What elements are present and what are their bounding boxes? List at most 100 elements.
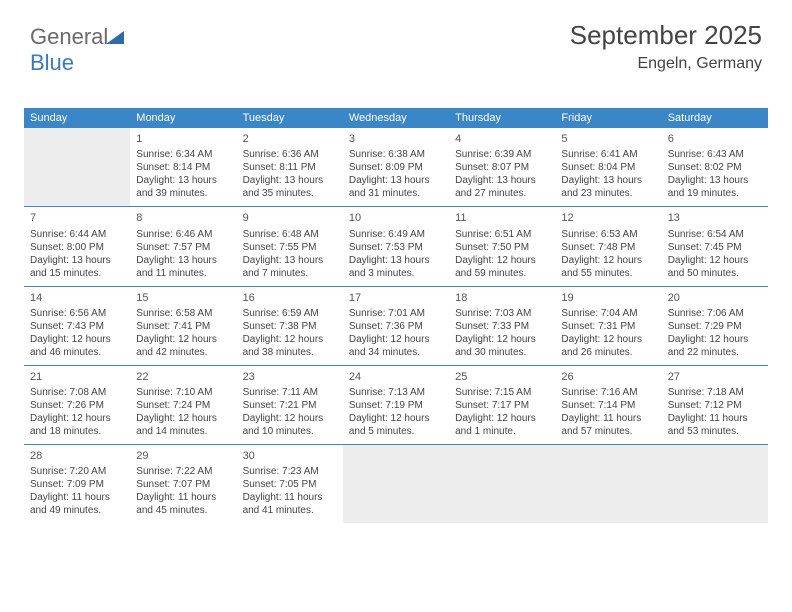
daylight-text: Daylight: 13 hours and 31 minutes. [349,174,443,200]
daylight-text: Daylight: 12 hours and 26 minutes. [561,333,655,359]
dayname: Wednesday [343,108,449,128]
calendar-cell: 23Sunrise: 7:11 AMSunset: 7:21 PMDayligh… [237,366,343,444]
day-number: 8 [136,211,230,225]
week-row: 14Sunrise: 6:56 AMSunset: 7:43 PMDayligh… [24,287,768,365]
daylight-text: Daylight: 12 hours and 50 minutes. [668,254,762,280]
sunrise-text: Sunrise: 7:04 AM [561,307,655,320]
sunrise-text: Sunrise: 6:41 AM [561,148,655,161]
sunrise-text: Sunrise: 7:10 AM [136,386,230,399]
day-number: 30 [243,449,337,463]
calendar-cell: 7Sunrise: 6:44 AMSunset: 8:00 PMDaylight… [24,207,130,285]
day-number: 14 [30,291,124,305]
week-row: 7 Sunrise: 6:44 AMSunset: 8:00 PM Daylight… [24,207,768,285]
week-row: 21Sunrise: 7:08 AMSunset: 7:26 PMDayligh… [24,366,768,444]
calendar-cell: 2Sunrise: 6:36 AMSunset: 8:11 PMDaylight… [237,128,343,206]
sunset-text: Sunset: 7:05 PM [243,478,337,491]
daylight-text: Daylight: 11 hours and 49 minutes. [30,491,124,517]
daylight-text: Daylight: 12 hours and 46 minutes. [30,333,124,359]
month-title: September 2025 [570,20,762,51]
logo-text-1: General [30,24,108,49]
day-number: 27 [668,370,762,384]
dayname: Thursday [449,108,555,128]
sunset-text: Sunset: 8:07 PM [455,161,549,174]
dayname: Monday [130,108,236,128]
dayname: Friday [555,108,661,128]
day-number: 9 [243,211,337,225]
sunset-text: Sunset: 7:43 PM [30,320,124,333]
sunset-text: Sunset: 7:50 PM [455,241,549,254]
calendar-cell-blank [343,445,449,523]
day-number: 6 [668,132,762,146]
sunset-text: Sunset: 7:33 PM [455,320,549,333]
day-number: 10 [349,211,443,225]
calendar-cell: 12Sunrise: 6:53 AMSunset: 7:48 PMDayligh… [555,207,661,285]
sunset-text: Sunset: 7:12 PM [668,399,762,412]
sunset-text: Sunset: 7:24 PM [136,399,230,412]
sunrise-text: Sunrise: 6:59 AM [243,307,337,320]
daylight-text: Daylight: 12 hours and 30 minutes. [455,333,549,359]
day-number: 29 [136,449,230,463]
day-number: 23 [243,370,337,384]
week-row: 28Sunrise: 7:20 AMSunset: 7:09 PMDayligh… [24,445,768,523]
sunset-text: Sunset: 7:57 PM [136,241,230,254]
daylight-text: Daylight: 11 hours and 57 minutes. [561,412,655,438]
calendar-cell: 30Sunrise: 7:23 AMSunset: 7:05 PMDayligh… [237,445,343,523]
sunrise-text: Sunrise: 7:08 AM [30,386,124,399]
sunset-text: Sunset: 8:09 PM [349,161,443,174]
day-number: 22 [136,370,230,384]
day-number: 20 [668,291,762,305]
sunset-text: Sunset: 7:26 PM [30,399,124,412]
calendar-cell: 5Sunrise: 6:41 AMSunset: 8:04 PMDaylight… [555,128,661,206]
sunrise-text: Sunrise: 7:03 AM [455,307,549,320]
sunrise-text: Sunrise: 7:23 AM [243,465,337,478]
calendar-cell: 27Sunrise: 7:18 AMSunset: 7:12 PMDayligh… [662,366,768,444]
day-number: 17 [349,291,443,305]
calendar-cell-blank [662,445,768,523]
calendar-cell: 24Sunrise: 7:13 AMSunset: 7:19 PMDayligh… [343,366,449,444]
daylight-text: Daylight: 13 hours and 7 minutes. [243,254,337,280]
logo-triangle-icon [106,31,124,45]
sunrise-text: Sunrise: 6:49 AM [349,228,443,241]
day-number: 18 [455,291,549,305]
calendar-cell: 20Sunrise: 7:06 AMSunset: 7:29 PMDayligh… [662,287,768,365]
calendar-cell: 9Sunrise: 6:48 AMSunset: 7:55 PMDaylight… [237,207,343,285]
calendar-cell: 4Sunrise: 6:39 AMSunset: 8:07 PMDaylight… [449,128,555,206]
sunset-text: Sunset: 7:55 PM [243,241,337,254]
calendar-cell: 10Sunrise: 6:49 AMSunset: 7:53 PMDayligh… [343,207,449,285]
weeks-container: 1Sunrise: 6:34 AMSunset: 8:14 PMDaylight… [24,128,768,523]
day-number: 7 [30,211,124,225]
sunset-text: Sunset: 8:14 PM [136,161,230,174]
header: September 2025 Engeln, Germany [570,20,762,73]
day-number: 24 [349,370,443,384]
sunrise-text: Sunrise: 6:54 AM [668,228,762,241]
sunset-text: Sunset: 7:38 PM [243,320,337,333]
daylight-text: Daylight: 12 hours and 55 minutes. [561,254,655,280]
daylight-text: Daylight: 12 hours and 34 minutes. [349,333,443,359]
daylight-text: Daylight: 12 hours and 59 minutes. [455,254,549,280]
sunset-text: Sunset: 8:00 PM [30,241,124,254]
sunset-text: Sunset: 7:36 PM [349,320,443,333]
sunrise-text: Sunrise: 6:58 AM [136,307,230,320]
sunrise-text: Sunrise: 6:38 AM [349,148,443,161]
sunrise-text: Sunrise: 6:43 AM [668,148,762,161]
daylight-text: Daylight: 12 hours and 10 minutes. [243,412,337,438]
daylight-text: Daylight: 11 hours and 45 minutes. [136,491,230,517]
calendar-cell: 6Sunrise: 6:43 AMSunset: 8:02 PMDaylight… [662,128,768,206]
sunrise-text: Sunrise: 6:44 AM [30,228,124,241]
calendar-cell: 19Sunrise: 7:04 AMSunset: 7:31 PMDayligh… [555,287,661,365]
day-number: 3 [349,132,443,146]
daylight-text: Daylight: 13 hours and 23 minutes. [561,174,655,200]
sunrise-text: Sunrise: 7:06 AM [668,307,762,320]
day-number: 28 [30,449,124,463]
sunrise-text: Sunrise: 7:15 AM [455,386,549,399]
daylight-text: Daylight: 13 hours and 19 minutes. [668,174,762,200]
day-number: 13 [668,211,762,225]
day-number: 4 [455,132,549,146]
logo: General Blue [30,24,124,76]
calendar-cell: 8Sunrise: 6:46 AMSunset: 7:57 PMDaylight… [130,207,236,285]
daylight-text: Daylight: 12 hours and 38 minutes. [243,333,337,359]
calendar-cell-blank [449,445,555,523]
daylight-text: Daylight: 13 hours and 35 minutes. [243,174,337,200]
daylight-text: Daylight: 12 hours and 42 minutes. [136,333,230,359]
daylight-text: Daylight: 12 hours and 5 minutes. [349,412,443,438]
